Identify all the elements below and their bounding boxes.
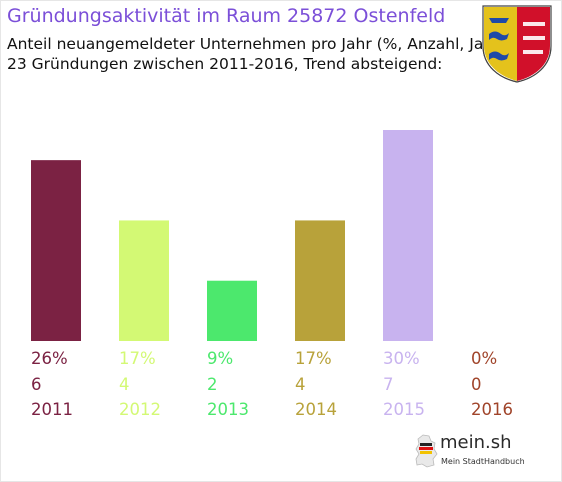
count-label-2013: 2 bbox=[207, 375, 218, 394]
chart-title: Gründungsaktivität im Raum 25872 Ostenfe… bbox=[7, 5, 446, 27]
bar-2011 bbox=[31, 160, 81, 341]
count-label-2016: 0 bbox=[471, 375, 482, 394]
year-label-2016: 2016 bbox=[471, 400, 513, 419]
percent-label-2012: 17% bbox=[119, 349, 156, 368]
chart-subtitle: Anteil neuangemeldeter Unternehmen pro J… bbox=[7, 34, 506, 74]
year-label-2012: 2012 bbox=[119, 400, 161, 419]
year-label-2014: 2014 bbox=[295, 400, 337, 419]
coat-of-arms-icon bbox=[482, 5, 552, 83]
mein-sh-logo: mein.sh Mein StadtHandbuch bbox=[414, 432, 528, 474]
percent-label-2015: 30% bbox=[383, 349, 420, 368]
bar-2014 bbox=[295, 220, 345, 341]
subtitle-line-1: Anteil neuangemeldeter Unternehmen pro J… bbox=[7, 35, 506, 53]
year-label-2015: 2015 bbox=[383, 400, 425, 419]
year-label-2011: 2011 bbox=[31, 400, 73, 419]
bar-2013 bbox=[207, 280, 257, 341]
subtitle-line-2: 23 Gründungen zwischen 2011-2016, Trend … bbox=[7, 55, 443, 73]
count-label-2014: 4 bbox=[295, 375, 306, 394]
logo-tagline: Mein StadtHandbuch bbox=[441, 457, 525, 466]
year-label-2013: 2013 bbox=[207, 400, 249, 419]
percent-label-2016: 0% bbox=[471, 349, 497, 368]
percent-label-2014: 17% bbox=[295, 349, 332, 368]
bar-2012 bbox=[119, 220, 169, 341]
percent-label-2013: 9% bbox=[207, 349, 233, 368]
percent-label-2011: 26% bbox=[31, 349, 68, 368]
count-label-2015: 7 bbox=[383, 375, 394, 394]
germany-map-icon bbox=[415, 434, 438, 468]
logo-name: mein.sh bbox=[440, 432, 512, 453]
count-label-2011: 6 bbox=[31, 375, 42, 394]
bar-2015 bbox=[383, 130, 433, 341]
count-label-2012: 4 bbox=[119, 375, 130, 394]
